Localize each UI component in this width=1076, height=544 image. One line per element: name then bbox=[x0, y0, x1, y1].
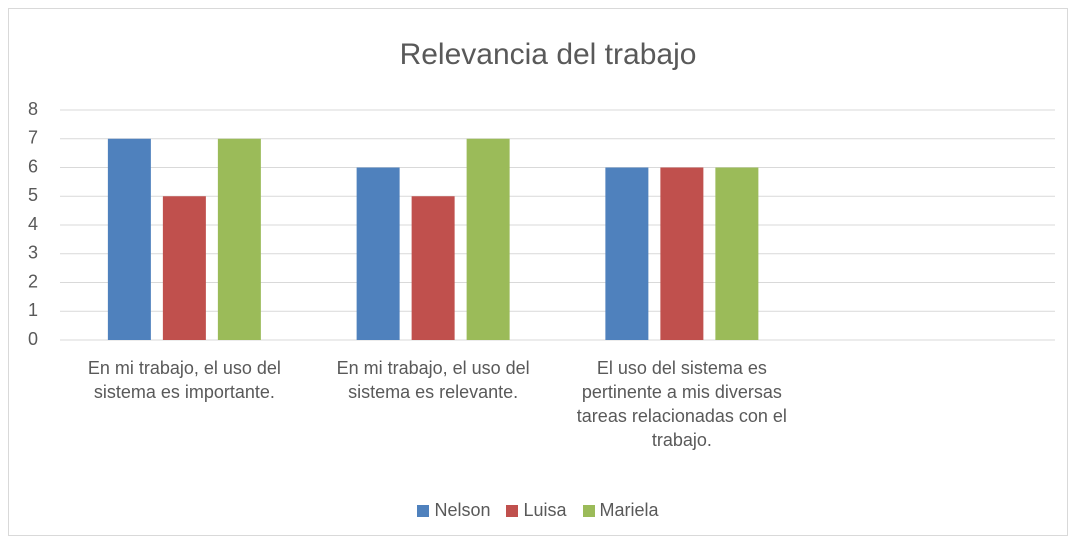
x-tick-label: En mi trabajo, el uso del sistema es imp… bbox=[87, 358, 281, 402]
legend-swatch bbox=[417, 504, 430, 517]
legend-label: Mariela bbox=[599, 500, 659, 520]
legend-item: Nelson bbox=[417, 500, 490, 521]
bar bbox=[162, 196, 206, 340]
bar bbox=[107, 138, 151, 340]
y-tick-label: 0 bbox=[28, 329, 38, 349]
legend-item: Mariela bbox=[582, 500, 659, 521]
y-tick-label: 4 bbox=[28, 214, 38, 234]
bar bbox=[217, 138, 261, 340]
y-tick-label: 8 bbox=[28, 99, 38, 119]
y-tick-label: 1 bbox=[28, 300, 38, 320]
x-tick-label: En mi trabajo, el uso del sistema es rel… bbox=[336, 358, 530, 402]
legend-label: Luisa bbox=[523, 500, 567, 520]
y-tick-label: 2 bbox=[28, 271, 38, 291]
legend-item: Luisa bbox=[506, 500, 567, 521]
legend-label: Nelson bbox=[434, 500, 491, 520]
bar bbox=[605, 167, 649, 340]
legend-swatch bbox=[506, 504, 519, 517]
bar bbox=[715, 167, 759, 340]
x-tick-label: El uso del sistema es pertinente a mis d… bbox=[576, 358, 787, 450]
bar bbox=[411, 196, 455, 340]
y-tick-label: 3 bbox=[28, 243, 38, 263]
legend: Nelson Luisa Mariela bbox=[0, 500, 1076, 521]
legend-swatch bbox=[582, 504, 595, 517]
bar bbox=[356, 167, 400, 340]
chart-title: Relevancia del trabajo bbox=[400, 38, 697, 71]
y-tick-label: 7 bbox=[28, 128, 38, 148]
y-tick-label: 6 bbox=[28, 156, 38, 176]
bar bbox=[660, 167, 704, 340]
bar bbox=[466, 138, 510, 340]
y-tick-label: 5 bbox=[28, 185, 38, 205]
